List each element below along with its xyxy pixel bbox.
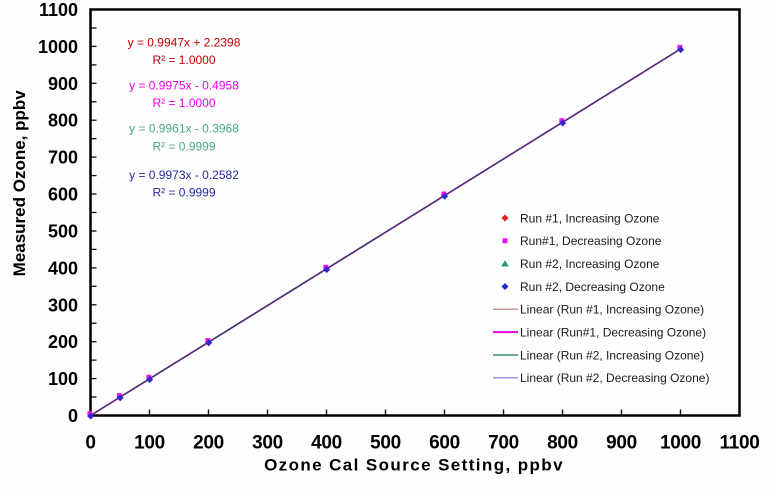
svg-text:100: 100	[134, 432, 165, 453]
svg-text:Measured Ozone, ppbv: Measured Ozone, ppbv	[10, 90, 29, 277]
svg-text:300: 300	[48, 295, 78, 315]
svg-text:1100: 1100	[39, 0, 78, 20]
svg-text:500: 500	[48, 222, 78, 242]
svg-text:0: 0	[68, 406, 78, 426]
svg-text:100: 100	[48, 369, 78, 389]
svg-text:Ozone Cal Source Setting, ppbv: Ozone Cal Source Setting, ppbv	[264, 455, 564, 474]
svg-text:600: 600	[48, 185, 78, 205]
svg-text:200: 200	[48, 332, 78, 352]
svg-text:1000: 1000	[38, 37, 78, 57]
svg-text:1100: 1100	[719, 432, 759, 453]
svg-text:Run #2, Increasing Ozone: Run #2, Increasing Ozone	[520, 257, 660, 271]
svg-text:300: 300	[252, 432, 283, 453]
svg-text:600: 600	[429, 432, 460, 453]
svg-text:800: 800	[48, 111, 78, 131]
svg-text:200: 200	[193, 432, 224, 453]
svg-text:900: 900	[48, 74, 78, 94]
svg-text:700: 700	[488, 432, 519, 453]
svg-text:Linear (Run #2, Decreasing Ozo: Linear (Run #2, Decreasing Ozone)	[520, 371, 709, 385]
svg-text:900: 900	[606, 432, 637, 453]
svg-text:0: 0	[85, 432, 95, 453]
svg-text:Run#1, Decreasing Ozone: Run#1, Decreasing Ozone	[520, 234, 662, 248]
svg-text:R² = 0.9999: R² = 0.9999	[152, 139, 215, 153]
svg-text:Run #1, Increasing Ozone: Run #1, Increasing Ozone	[520, 211, 660, 225]
svg-text:y = 0.9975x - 0.4958: y = 0.9975x - 0.4958	[129, 78, 239, 92]
svg-text:R² = 1.0000: R² = 1.0000	[152, 96, 215, 110]
svg-text:R² = 0.9999: R² = 0.9999	[152, 186, 215, 200]
svg-text:y = 0.9961x - 0.3968: y = 0.9961x - 0.3968	[129, 122, 239, 136]
svg-text:y = 0.9973x - 0.2582: y = 0.9973x - 0.2582	[129, 168, 239, 182]
svg-text:Run #2, Decreasing Ozone: Run #2, Decreasing Ozone	[520, 280, 665, 294]
svg-text:700: 700	[48, 148, 78, 168]
svg-text:400: 400	[311, 432, 342, 453]
svg-text:Linear (Run#1, Decreasing Ozon: Linear (Run#1, Decreasing Ozone)	[520, 325, 706, 339]
svg-text:1000: 1000	[660, 432, 701, 453]
svg-text:R² = 1.0000: R² = 1.0000	[152, 53, 215, 67]
svg-text:y = 0.9947x + 2.2398: y = 0.9947x + 2.2398	[128, 36, 241, 50]
svg-text:Linear (Run #1, Increasing Ozo: Linear (Run #1, Increasing Ozone)	[520, 303, 704, 317]
svg-text:400: 400	[48, 258, 78, 278]
svg-text:800: 800	[547, 432, 578, 453]
svg-text:Linear (Run #2, Increasing Ozo: Linear (Run #2, Increasing Ozone)	[520, 348, 704, 362]
svg-text:500: 500	[370, 432, 401, 453]
